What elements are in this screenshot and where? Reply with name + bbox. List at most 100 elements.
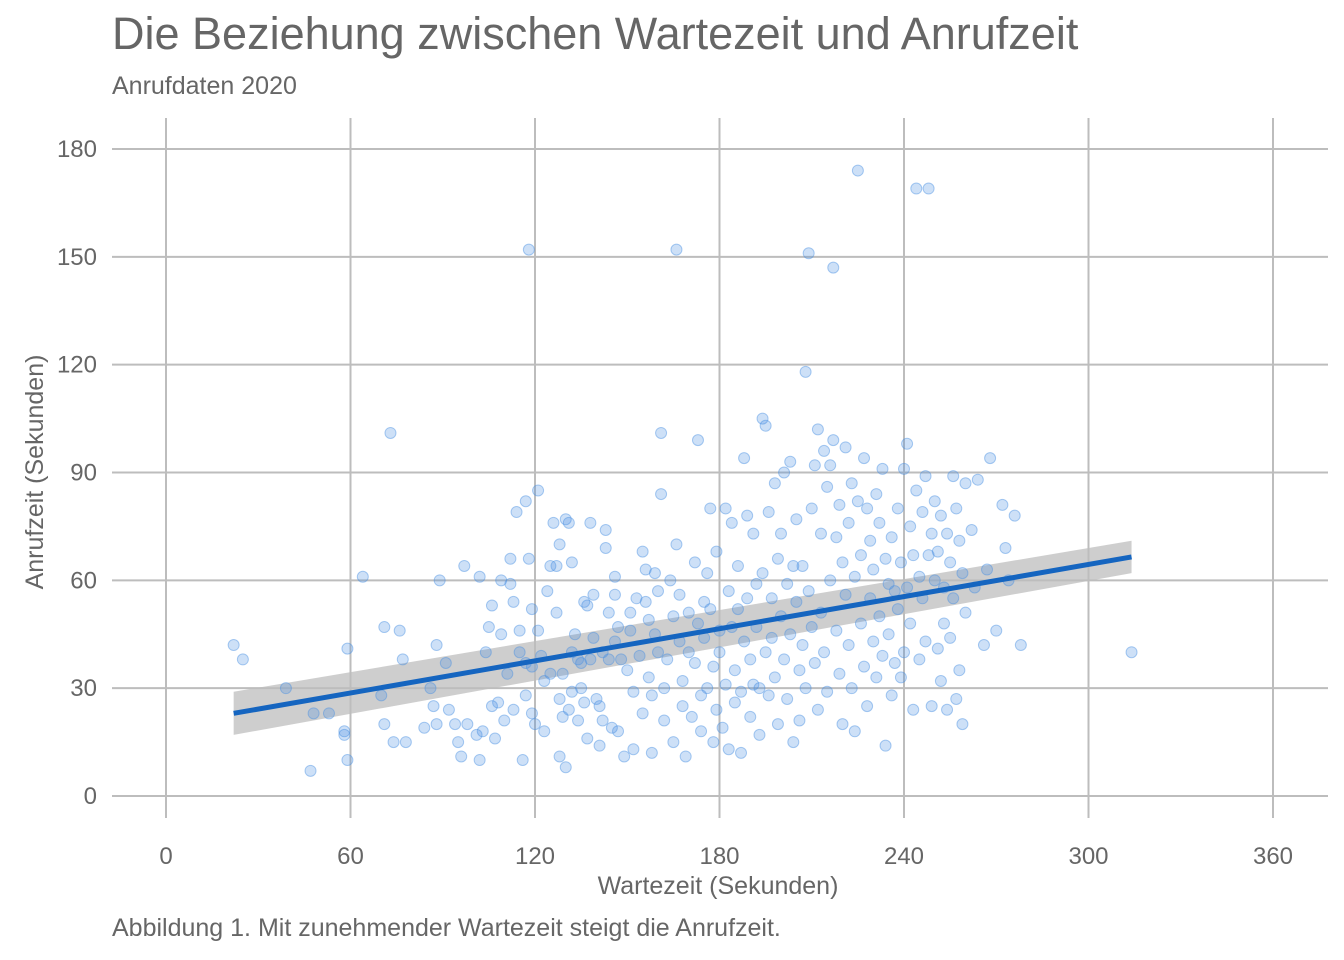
data-point [925,700,938,713]
data-point [442,703,455,716]
data-point [550,559,563,572]
data-point [719,678,732,691]
data-point [387,736,400,749]
data-point [393,624,406,637]
data-point [941,703,954,716]
data-point [427,700,440,713]
data-point [341,754,354,767]
data-point [307,707,320,720]
x-tick-label: 0 [159,843,172,870]
data-point [599,524,612,537]
data-point [928,495,941,508]
data-point [765,631,778,644]
data-point [688,556,701,569]
data-point [525,603,538,616]
data-point [824,574,837,587]
data-point [602,653,615,666]
data-point [728,664,741,677]
data-point [839,441,852,454]
confidence-band [233,540,1132,735]
x-tick-label: 240 [884,843,924,870]
data-point [704,603,717,616]
data-point [778,653,791,666]
data-point [796,639,809,652]
data-point [485,599,498,612]
data-point [612,621,625,634]
data-point [928,574,941,587]
data-point [741,509,754,522]
data-point [753,682,766,695]
data-point [565,685,578,698]
data-point [759,646,772,659]
data-point [707,660,720,673]
data-point [578,696,591,709]
data-point [944,556,957,569]
data-point [670,538,683,551]
data-point [562,703,575,716]
data-point [593,700,606,713]
data-point [522,243,535,256]
data-point [944,631,957,644]
data-point [845,682,858,695]
data-point [830,531,843,544]
data-point [787,559,800,572]
data-point [645,689,658,702]
y-tick-label: 150 [57,244,97,271]
data-point [338,728,351,741]
data-point [587,631,600,644]
data-point [575,657,588,670]
data-point [568,628,581,641]
data-point [953,664,966,677]
data-point [870,488,883,501]
data-point [356,570,369,583]
data-point [735,746,748,759]
data-point [624,606,637,619]
data-point [655,426,668,439]
data-point [538,725,551,738]
data-point [661,653,674,666]
data-point [479,646,492,659]
data-point [845,477,858,490]
data-point [630,592,643,605]
data-point [378,718,391,731]
data-point [873,516,886,529]
y-tick-label: 60 [70,567,97,594]
data-point [836,556,849,569]
data-point [584,516,597,529]
data-point [879,739,892,752]
data-point [790,595,803,608]
data-point [793,714,806,727]
data-point [673,588,686,601]
data-point [341,642,354,655]
data-point [894,671,907,684]
data-point [645,746,658,759]
data-point [762,506,775,519]
data-point [304,764,317,777]
data-point [854,617,867,630]
grid-lines [112,118,1328,818]
data-point [888,585,901,598]
data-point [824,459,837,472]
data-point [553,538,566,551]
data-point [731,559,744,572]
data-point [901,581,914,594]
data-point [519,495,532,508]
data-point [802,585,815,598]
data-point [762,689,775,702]
data-point [627,743,640,756]
data-point [1125,646,1138,659]
data-point [685,710,698,723]
x-axis-label: Wartezeit (Sekunden) [598,872,839,900]
data-point [710,703,723,716]
data-point [424,682,437,695]
data-point [544,559,557,572]
data-point [858,452,871,465]
data-point [744,653,757,666]
data-point [682,646,695,659]
data-point [965,524,978,537]
data-point [695,725,708,738]
data-point [907,703,920,716]
data-point [771,718,784,731]
data-point [504,577,517,590]
data-point [559,513,572,526]
